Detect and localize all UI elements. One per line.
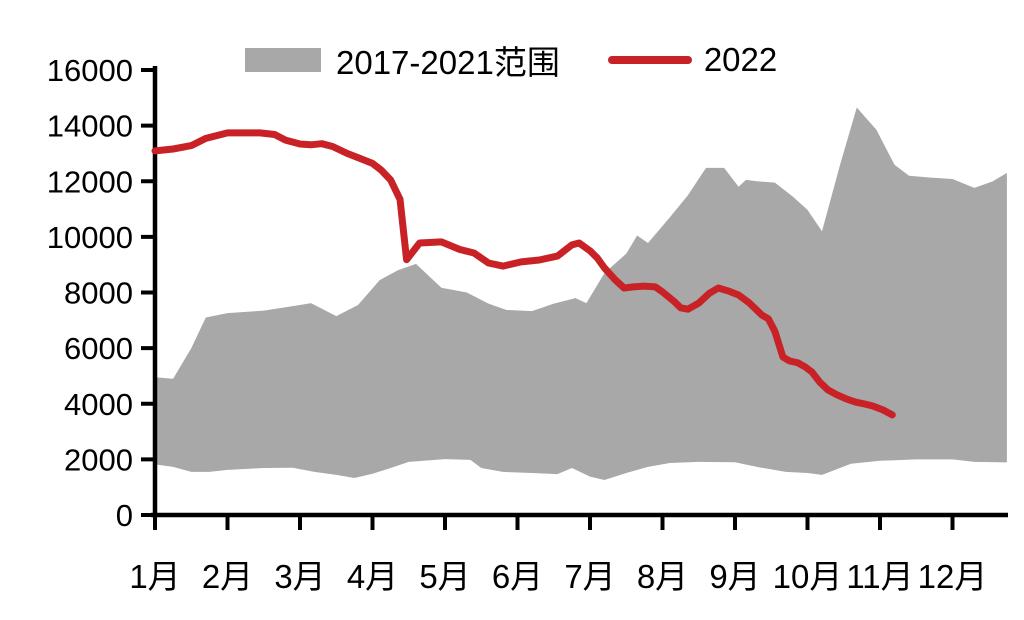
x-tick-label: 5月 (419, 558, 470, 595)
line-2022 (151, 129, 896, 419)
y-tick-label: 14000 (47, 109, 133, 144)
x-tick-label: 7月 (564, 558, 615, 595)
x-tick-label: 11月 (846, 558, 913, 595)
x-tick-label: 8月 (637, 558, 688, 595)
y-tick-label: 10000 (47, 220, 133, 255)
x-tick-label: 10月 (773, 558, 843, 595)
x-tick-label: 3月 (274, 558, 325, 595)
legend-band-swatch (245, 48, 321, 72)
y-tick-label: 4000 (64, 387, 133, 422)
y-tick-label: 8000 (64, 276, 133, 311)
x-tick-label: 9月 (709, 558, 760, 595)
legend-band-label: 2017-2021范围 (336, 44, 560, 81)
y-tick-label: 16000 (47, 53, 133, 88)
x-tick-label: 2月 (202, 558, 253, 595)
legend-line-label: 2022 (703, 41, 778, 78)
legend-line-swatch (607, 56, 692, 64)
x-tick-label: 6月 (492, 558, 543, 595)
range-band-2017-2021 (155, 107, 1007, 480)
y-tick-label: 6000 (64, 331, 133, 366)
legend: 2017-2021范围 2022 (245, 40, 778, 81)
x-tick-label: 4月 (347, 558, 398, 595)
y-tick-label: 0 (116, 498, 133, 533)
y-tick-label: 2000 (64, 442, 133, 477)
x-tick-label: 12月 (918, 558, 988, 595)
x-tick-label: 1月 (129, 558, 180, 595)
y-tick-label: 12000 (47, 164, 133, 199)
